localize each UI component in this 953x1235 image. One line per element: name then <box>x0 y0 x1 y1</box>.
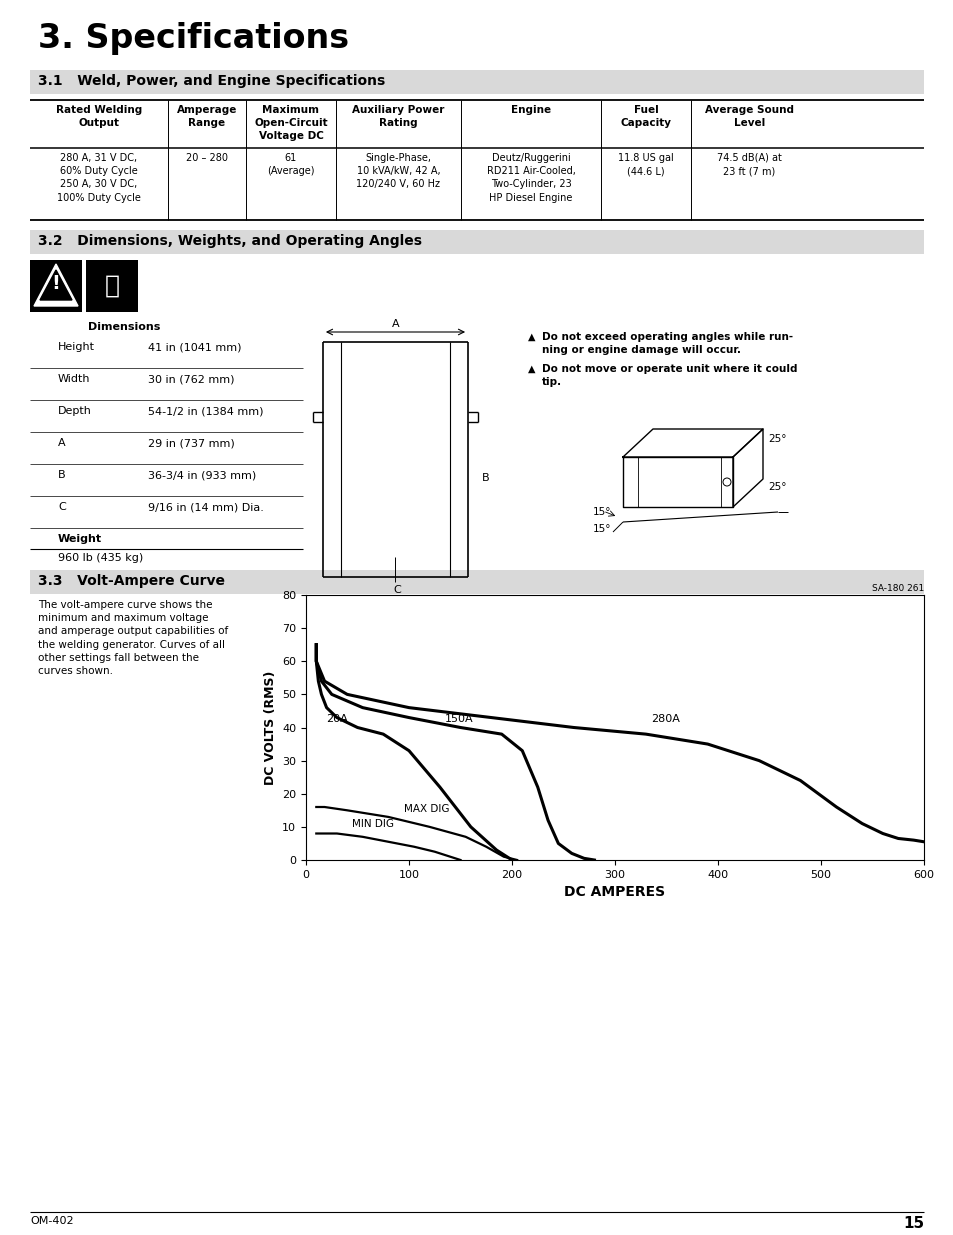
Text: Average Sound
Level: Average Sound Level <box>704 105 793 128</box>
Text: 9/16 in (14 mm) Dia.: 9/16 in (14 mm) Dia. <box>148 501 264 513</box>
Text: 280A: 280A <box>650 714 679 724</box>
Text: Rated Welding
Output: Rated Welding Output <box>56 105 142 128</box>
Text: Height: Height <box>58 342 95 352</box>
Text: Do not move or operate unit where it could
tip.: Do not move or operate unit where it cou… <box>541 364 797 388</box>
Text: MAX DIG: MAX DIG <box>403 804 449 814</box>
Text: 3.1   Weld, Power, and Engine Specifications: 3.1 Weld, Power, and Engine Specificatio… <box>38 74 385 88</box>
Text: Dimensions: Dimensions <box>88 322 160 332</box>
Text: 3.3   Volt-Ampere Curve: 3.3 Volt-Ampere Curve <box>38 574 225 588</box>
Text: 36-3/4 in (933 mm): 36-3/4 in (933 mm) <box>148 471 256 480</box>
Polygon shape <box>40 270 71 300</box>
Text: 54-1/2 in (1384 mm): 54-1/2 in (1384 mm) <box>148 406 263 416</box>
Text: 960 lb (435 kg): 960 lb (435 kg) <box>58 553 143 563</box>
Text: 61
(Average): 61 (Average) <box>267 153 314 177</box>
Text: Auxiliary Power
Rating: Auxiliary Power Rating <box>352 105 444 128</box>
Text: A: A <box>58 438 66 448</box>
Text: 280 A, 31 V DC,
60% Duty Cycle
250 A, 30 V DC,
100% Duty Cycle: 280 A, 31 V DC, 60% Duty Cycle 250 A, 30… <box>57 153 141 203</box>
Text: SA-180 261: SA-180 261 <box>871 584 923 593</box>
Text: B: B <box>481 473 489 483</box>
Text: 25°: 25° <box>767 433 785 445</box>
Text: B: B <box>58 471 66 480</box>
Y-axis label: DC VOLTS (RMS): DC VOLTS (RMS) <box>263 671 276 784</box>
Text: C: C <box>58 501 66 513</box>
Bar <box>30 571 923 594</box>
Text: 25°: 25° <box>767 482 785 492</box>
Text: The volt-ampere curve shows the
minimum and maximum voltage
and amperage output : The volt-ampere curve shows the minimum … <box>38 600 228 676</box>
Text: Weight: Weight <box>58 534 102 543</box>
Text: Width: Width <box>58 374 91 384</box>
Text: ▲: ▲ <box>527 332 535 342</box>
Text: ▲: ▲ <box>527 364 535 374</box>
Text: 150A: 150A <box>445 714 474 724</box>
Text: Amperage
Range: Amperage Range <box>176 105 237 128</box>
Text: 30 in (762 mm): 30 in (762 mm) <box>148 374 234 384</box>
X-axis label: DC AMPERES: DC AMPERES <box>564 885 665 899</box>
Text: angles 2/97 ST-158 938: angles 2/97 ST-158 938 <box>365 611 472 620</box>
Bar <box>86 261 138 312</box>
Text: ⛹: ⛹ <box>105 274 119 298</box>
Text: 41 in (1041 mm): 41 in (1041 mm) <box>148 342 241 352</box>
Text: 3.2   Dimensions, Weights, and Operating Angles: 3.2 Dimensions, Weights, and Operating A… <box>38 233 421 248</box>
Text: A: A <box>392 319 399 329</box>
Text: 29 in (737 mm): 29 in (737 mm) <box>148 438 234 448</box>
Bar <box>30 261 82 312</box>
Text: Engine: Engine <box>511 105 551 115</box>
Text: Deutz/Ruggerini
RD211 Air-Cooled,
Two-Cylinder, 23
HP Diesel Engine: Deutz/Ruggerini RD211 Air-Cooled, Two-Cy… <box>486 153 575 203</box>
Text: Single-Phase,
10 kVA/kW, 42 A,
120/240 V, 60 Hz: Single-Phase, 10 kVA/kW, 42 A, 120/240 V… <box>356 153 440 189</box>
Text: 74.5 dB(A) at
23 ft (7 m): 74.5 dB(A) at 23 ft (7 m) <box>717 153 781 177</box>
Text: !: ! <box>51 274 60 293</box>
Text: Maximum
Open-Circuit
Voltage DC: Maximum Open-Circuit Voltage DC <box>253 105 328 141</box>
Text: 15°: 15° <box>593 508 611 517</box>
Text: 20 – 280: 20 – 280 <box>186 153 228 163</box>
Text: OM-402: OM-402 <box>30 1216 73 1226</box>
Text: Do not exceed operating angles while run-
ning or engine damage will occur.: Do not exceed operating angles while run… <box>541 332 792 356</box>
Text: 4 Holes: 4 Holes <box>380 597 416 606</box>
Text: 15°: 15° <box>593 524 611 534</box>
Text: 20A: 20A <box>326 714 348 724</box>
Text: Depth: Depth <box>58 406 91 416</box>
Text: C: C <box>393 585 401 595</box>
Text: 3. Specifications: 3. Specifications <box>38 22 349 56</box>
Text: 11.8 US gal
(44.6 L): 11.8 US gal (44.6 L) <box>618 153 673 177</box>
Bar <box>30 230 923 254</box>
Polygon shape <box>34 264 78 306</box>
Text: 15: 15 <box>902 1216 923 1231</box>
Text: Fuel
Capacity: Fuel Capacity <box>619 105 671 128</box>
Bar <box>30 70 923 94</box>
Text: MIN DIG: MIN DIG <box>352 819 394 829</box>
